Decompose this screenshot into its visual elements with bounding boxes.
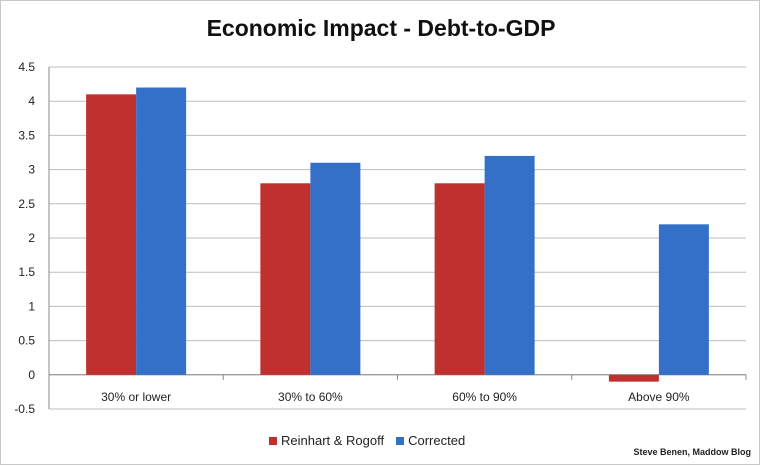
bar-corrected: [310, 162, 361, 375]
legend-swatch: [269, 437, 277, 445]
bar-reinhart-rogoff: [86, 94, 137, 375]
legend-label: Corrected: [408, 433, 466, 448]
bar-reinhart-rogoff: [434, 183, 485, 375]
y-tick-label: 0.5: [18, 334, 35, 348]
legend: Reinhart & Rogoff Corrected: [269, 433, 465, 448]
y-tick-label: 4.5: [18, 60, 35, 74]
y-tick-label: 0: [28, 368, 35, 382]
bar-corrected: [658, 224, 709, 375]
y-tick-label: 1: [28, 299, 35, 313]
x-tick-label: 60% to 90%: [452, 390, 517, 404]
x-tick-label: 30% to 60%: [278, 390, 343, 404]
y-tick-label: 1.5: [18, 265, 35, 279]
legend-item-corrected: Corrected: [396, 433, 465, 448]
chart-title: Economic Impact - Debt-to-GDP: [206, 15, 556, 41]
x-tick-label: 30% or lower: [101, 390, 171, 404]
bar-corrected: [484, 155, 535, 375]
y-tick-label: 3: [28, 163, 35, 177]
y-tick-label: 2.5: [18, 197, 35, 211]
y-tick-label: 4: [28, 94, 35, 108]
legend-swatch: [396, 437, 405, 445]
x-tick-label: Above 90%: [628, 390, 690, 404]
bar-reinhart-rogoff: [260, 183, 311, 375]
y-tick-label: 3.5: [18, 128, 35, 142]
bar-corrected: [136, 87, 187, 375]
legend-item-reinhart: Reinhart & Rogoff: [269, 433, 384, 448]
bar-reinhart-rogoff: [608, 374, 659, 382]
legend-label: Reinhart & Rogoff: [281, 433, 385, 448]
y-tick-label: 2: [28, 231, 35, 245]
y-tick-label: -0.5: [14, 402, 35, 416]
credit: Steve Benen, Maddow Blog: [633, 447, 751, 457]
